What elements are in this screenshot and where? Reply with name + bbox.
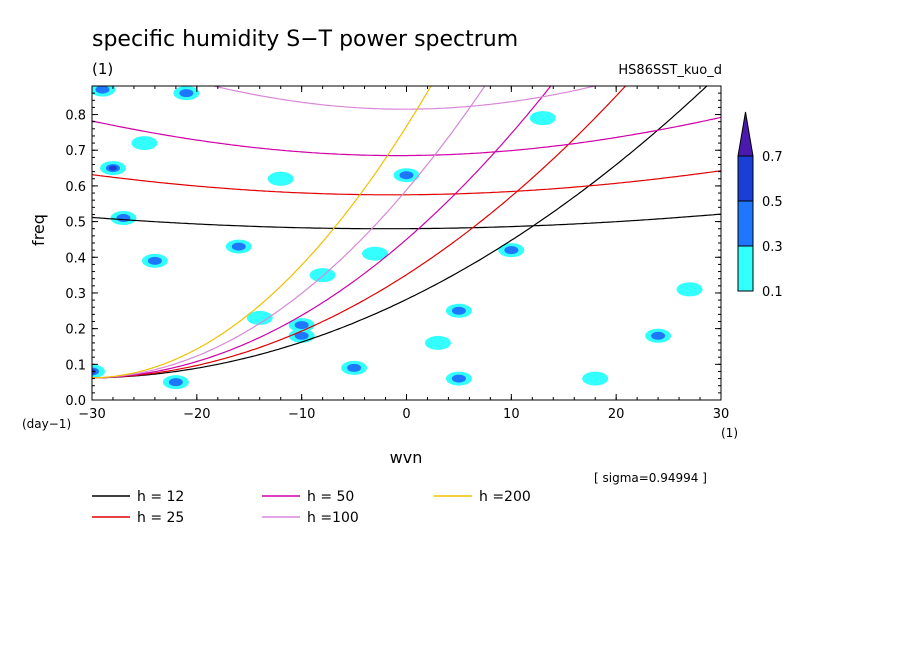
contour-blob	[529, 111, 556, 126]
colorbar-label: 0.1	[762, 285, 783, 300]
x-tick-label: 30	[713, 407, 730, 422]
series-line	[92, 86, 552, 379]
contour-blob	[582, 371, 609, 386]
y-tick-label: 0.2	[65, 323, 86, 338]
series-line	[92, 86, 708, 379]
contour-blob	[131, 136, 158, 151]
contour-blob	[246, 310, 273, 325]
colorbar: 0.7 0.5 0.3 0.1	[737, 111, 783, 300]
contour-blob	[92, 364, 105, 379]
legend: h = 12 h = 25 h = 50 h =100 h =200	[92, 489, 531, 526]
plot-frame	[91, 85, 722, 401]
contour-blob	[445, 303, 472, 318]
y-axis: 0.0 0.1 0.2 0.3 0.4 0.5 0.6 0.7 0.8	[65, 85, 721, 409]
colorbar-segment	[737, 200, 754, 247]
contour-blob	[362, 246, 389, 261]
y-tick-label: 0.6	[65, 180, 86, 195]
x-tick-label: 10	[503, 407, 520, 422]
contour-blob	[498, 243, 525, 258]
contour-blob	[645, 328, 672, 343]
x-tick-label: 0	[402, 407, 410, 422]
contour-blob	[424, 335, 451, 350]
legend-label: h =200	[479, 489, 531, 505]
sigma-note: [ sigma=0.94994 ]	[594, 471, 707, 485]
y-tick-label: 0.3	[65, 287, 86, 302]
series-line	[92, 86, 432, 379]
y-tick-label: 0.7	[65, 144, 86, 159]
series-line	[92, 86, 486, 379]
y-tick-label: 0.0	[65, 394, 86, 409]
x-tick-label: 20	[608, 407, 625, 422]
chart-title: specific humidity S−T power spectrum	[92, 27, 518, 52]
colorbar-label: 0.7	[762, 150, 783, 165]
legend-label: h = 12	[137, 489, 184, 505]
series-line	[211, 86, 598, 110]
x-tick-label: −10	[288, 407, 315, 422]
series-line	[92, 86, 627, 379]
y-tick-label: 0.1	[65, 358, 86, 373]
colorbar-label: 0.3	[762, 240, 783, 255]
contour-blob	[173, 86, 200, 101]
contour-blob	[99, 161, 126, 176]
x-tick-label: −20	[183, 407, 210, 422]
y-tick-label: 0.4	[65, 251, 86, 266]
contour-blob	[445, 371, 472, 386]
colorbar-label: 0.5	[762, 195, 783, 210]
contour-blob	[393, 168, 420, 183]
y-tick-label: 0.5	[65, 216, 86, 231]
contour-blob	[309, 268, 336, 283]
colorbar-segment	[737, 245, 754, 292]
spectrum-contours	[92, 86, 703, 390]
x-tick-label: −30	[78, 407, 105, 422]
dispersion-curves	[92, 86, 721, 379]
contour-blob	[141, 253, 168, 268]
x-axis-unit: (1)	[721, 426, 738, 440]
series-line	[92, 170, 721, 196]
contour-blob	[92, 86, 116, 97]
legend-label: h = 25	[137, 510, 184, 526]
series-line	[92, 213, 721, 230]
legend-label: h =100	[307, 510, 359, 526]
y-tick-label: 0.8	[65, 109, 86, 124]
contour-blob	[225, 239, 252, 254]
x-axis-title: wvn	[390, 448, 423, 467]
contour-blob	[341, 360, 368, 375]
colorbar-segment	[737, 155, 754, 202]
colorbar-arrow	[737, 111, 754, 157]
contour-blob	[267, 171, 294, 186]
contour-blob	[676, 282, 703, 297]
series-line	[92, 116, 721, 157]
x-axis: −30 −20 −10 0 10 20 30	[78, 86, 729, 422]
unit-label: (1)	[92, 60, 113, 78]
legend-label: h = 50	[307, 489, 354, 505]
contour-blob	[110, 211, 137, 226]
y-axis-title: freq	[29, 214, 48, 246]
run-label: HS86SST_kuo_d	[618, 63, 722, 78]
contour-blob	[162, 375, 189, 390]
y-axis-unit: (day−1)	[22, 417, 71, 431]
